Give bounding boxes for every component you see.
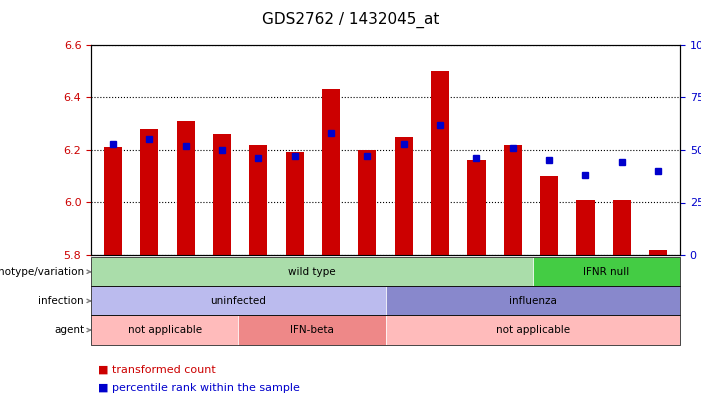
Text: wild type: wild type <box>288 267 336 277</box>
Bar <box>358 150 376 255</box>
Text: not applicable: not applicable <box>496 325 570 335</box>
Bar <box>395 136 413 255</box>
Text: ■ transformed count: ■ transformed count <box>98 365 216 375</box>
Bar <box>468 160 486 255</box>
Bar <box>649 250 667 255</box>
Text: genotype/variation: genotype/variation <box>0 267 84 277</box>
Bar <box>431 71 449 255</box>
Bar <box>140 129 158 255</box>
Text: GDS2762 / 1432045_at: GDS2762 / 1432045_at <box>261 12 440 28</box>
Text: IFN-beta: IFN-beta <box>290 325 334 335</box>
Bar <box>250 145 267 255</box>
Bar <box>504 145 522 255</box>
Bar <box>213 134 231 255</box>
Bar <box>104 147 122 255</box>
Bar <box>322 89 340 255</box>
Bar <box>576 200 594 255</box>
Bar <box>177 121 195 255</box>
Text: uninfected: uninfected <box>210 296 266 306</box>
Text: influenza: influenza <box>509 296 557 306</box>
Text: ■ percentile rank within the sample: ■ percentile rank within the sample <box>98 383 300 393</box>
Bar <box>540 176 558 255</box>
Bar <box>285 152 304 255</box>
Text: IFNR null: IFNR null <box>583 267 629 277</box>
Text: infection: infection <box>39 296 84 306</box>
Bar <box>613 200 631 255</box>
Text: not applicable: not applicable <box>128 325 202 335</box>
Text: agent: agent <box>54 325 84 335</box>
